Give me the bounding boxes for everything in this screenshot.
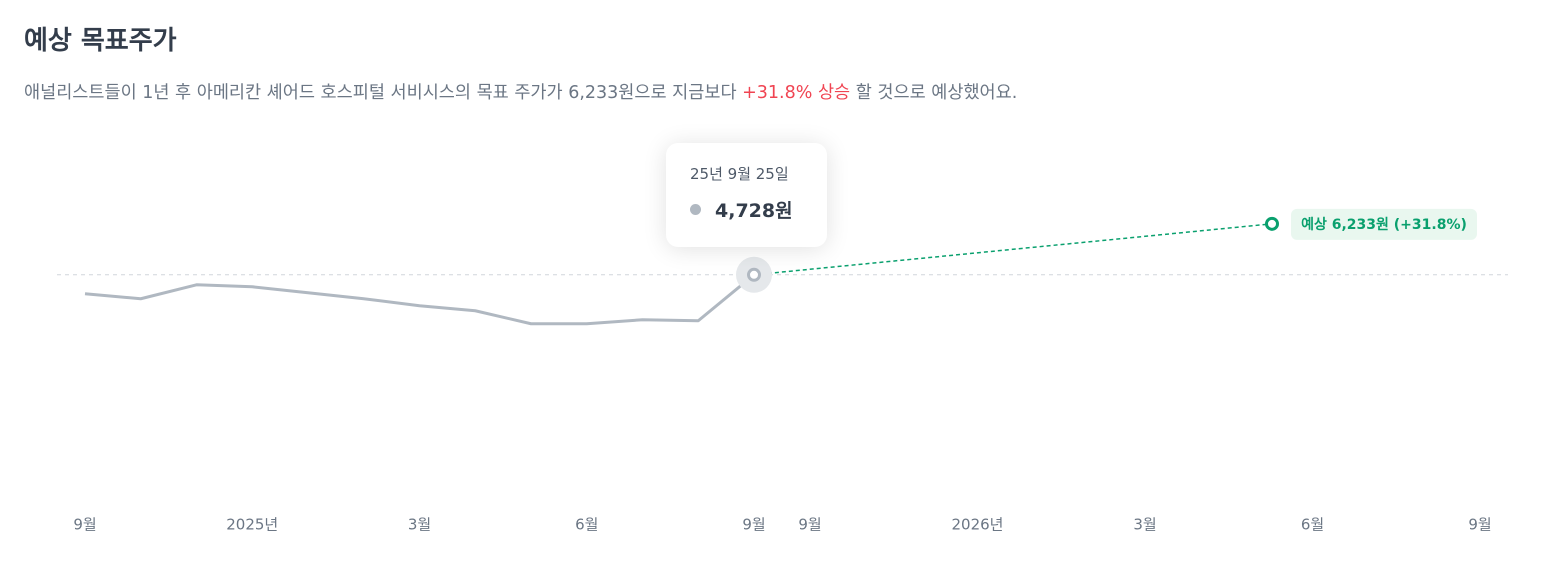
subtitle-highlight: +31.8% 상승 (742, 83, 851, 103)
target-label: 예상 6,233원 (+31.8%) (1301, 217, 1467, 233)
subtitle-text: 애널리스트들이 1년 후 아메리칸 셰어드 호스피털 서비시스의 목표 주가가 … (24, 83, 743, 103)
target-badge (1291, 208, 1477, 240)
x-tick-label: 2026년 (952, 516, 1004, 534)
tooltip-dot (690, 204, 701, 215)
x-tick-label: 9월 (798, 516, 821, 534)
tooltip-date: 25년 9월 25일 (690, 165, 789, 183)
price-line (84, 273, 755, 326)
subtitle: 애널리스트들이 1년 후 아메리칸 셰어드 호스피털 서비시스의 목표 주가가 … (24, 79, 1017, 104)
tooltip: 25년 9월 25일 4,728원 (666, 143, 827, 247)
x-tick-label: 9월 (742, 516, 765, 534)
x-tick-label: 2025년 (226, 516, 278, 534)
tooltip-value: 4,728원 (690, 196, 827, 223)
x-tick-label: 6월 (575, 516, 598, 534)
subtitle-text: 할 것으로 예상했어요. (850, 83, 1018, 103)
x-tick-label: 3월 (1133, 516, 1156, 534)
x-tick-label: 3월 (408, 516, 431, 534)
x-tick-label: 9월 (73, 516, 96, 534)
target-point (1265, 216, 1279, 231)
tooltip-value-label: 4,728원 (715, 200, 793, 222)
current-point (747, 267, 761, 282)
forecast-line (753, 223, 1273, 276)
x-tick-label: 6월 (1301, 516, 1324, 534)
title: 예상 목표주가 (24, 26, 177, 56)
x-tick-label: 9월 (1468, 516, 1491, 534)
